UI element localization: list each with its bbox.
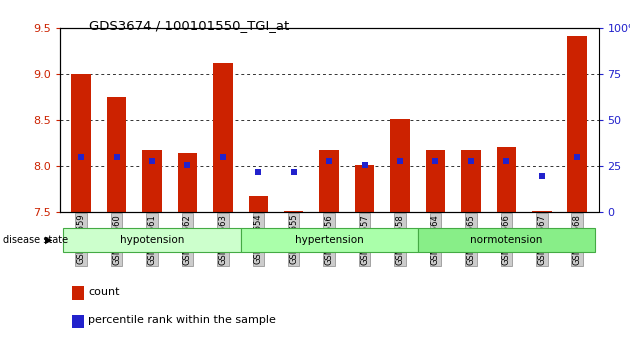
Text: disease state: disease state — [3, 235, 68, 245]
Text: ▶: ▶ — [45, 235, 52, 245]
Text: count: count — [88, 287, 120, 297]
Bar — [461, 150, 481, 212]
FancyBboxPatch shape — [418, 228, 595, 252]
FancyBboxPatch shape — [241, 228, 418, 252]
Bar — [391, 119, 410, 212]
Bar — [568, 36, 587, 212]
Bar — [71, 74, 91, 212]
Bar — [142, 150, 162, 212]
Bar — [355, 165, 374, 212]
Bar — [107, 97, 126, 212]
FancyBboxPatch shape — [64, 228, 241, 252]
Bar — [426, 150, 445, 212]
Text: hypotension: hypotension — [120, 235, 184, 245]
Bar — [284, 211, 304, 212]
Bar — [249, 196, 268, 212]
Text: GDS3674 / 100101550_TGI_at: GDS3674 / 100101550_TGI_at — [89, 19, 289, 33]
Bar — [319, 150, 339, 212]
Text: hypertension: hypertension — [295, 235, 364, 245]
Text: percentile rank within the sample: percentile rank within the sample — [88, 315, 276, 325]
Bar — [532, 211, 551, 212]
Bar — [178, 154, 197, 212]
Bar — [496, 147, 516, 212]
Bar — [213, 63, 232, 212]
Text: normotension: normotension — [470, 235, 542, 245]
